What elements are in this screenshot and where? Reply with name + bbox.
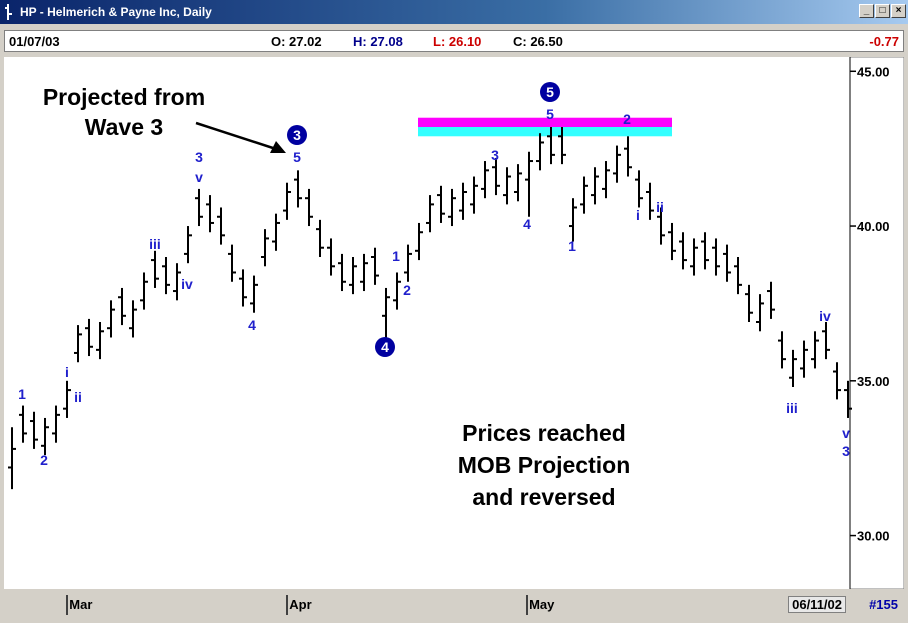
minimize-button[interactable]: _ <box>859 4 874 18</box>
wave-label: 1 <box>18 386 26 402</box>
x-tick-mark <box>526 595 529 615</box>
wave-label: i <box>65 364 69 380</box>
projection-zone <box>418 117 672 127</box>
wave-label: v <box>195 169 203 185</box>
wave-label: iii <box>786 400 798 416</box>
maximize-button[interactable]: □ <box>875 4 890 18</box>
x-tick-label: May <box>529 597 555 612</box>
wave-label: 2 <box>623 111 631 127</box>
wave-label: ii <box>656 199 664 215</box>
footer-date: 06/11/02 <box>788 596 846 613</box>
wave-label: 5 <box>546 106 554 122</box>
x-tick-label: Apr <box>289 597 312 612</box>
wave-circle <box>540 82 560 102</box>
footer-count: #155 <box>869 597 898 612</box>
date-axis-bar: 06/11/02 #155 Mar Apr May <box>4 593 904 617</box>
annotation-arrow <box>195 121 277 151</box>
window-buttons: _ □ × <box>859 4 906 18</box>
wave-label: 1 <box>568 238 576 254</box>
y-tick-label: 35.00 <box>857 374 890 389</box>
wave-label: ii <box>74 389 82 405</box>
info-close: C: 26.50 <box>513 34 563 49</box>
y-tick-label: 40.00 <box>857 219 890 234</box>
info-date: 01/07/03 <box>9 34 60 49</box>
app-icon <box>5 4 12 20</box>
title-bar: HP - Helmerich & Payne Inc, Daily _ □ × <box>0 0 908 24</box>
wave-label: 3 <box>293 127 301 143</box>
y-tick-label: 30.00 <box>857 529 890 544</box>
chart: 45.0040.0035.0030.0012iiiiiiiv3v43541234… <box>4 56 905 590</box>
wave-label: iv <box>181 276 193 292</box>
wave-label: iv <box>819 308 831 324</box>
x-tick-label: Mar <box>69 597 93 612</box>
wave-label: 1 <box>392 248 400 264</box>
info-bar: 01/07/03 O: 27.02 H: 27.08 L: 26.10 C: 2… <box>4 30 904 52</box>
x-tick-mark <box>286 595 289 615</box>
info-change: -0.77 <box>869 34 899 49</box>
wave-label: 2 <box>40 452 48 468</box>
annotation-text: Wave 3 <box>85 114 163 140</box>
wave-label: 3 <box>195 149 203 165</box>
info-high: H: 27.08 <box>353 34 403 49</box>
wave-circle <box>375 337 395 357</box>
window-title: HP - Helmerich & Payne Inc, Daily <box>20 5 212 19</box>
wave-label: 4 <box>381 339 389 355</box>
wave-label: 3 <box>491 147 499 163</box>
wave-label: 4 <box>248 317 256 333</box>
wave-label: iii <box>149 236 161 252</box>
x-tick-mark <box>66 595 69 615</box>
annotation-text: Prices reached <box>462 420 626 446</box>
annotation-text: and reversed <box>472 484 615 510</box>
wave-label: 5 <box>546 84 554 100</box>
annotation-text: MOB Projection <box>458 452 631 478</box>
plot-background <box>4 57 850 589</box>
wave-circle <box>287 125 307 145</box>
price-axis-panel <box>849 56 905 590</box>
wave-label: v <box>842 425 850 441</box>
info-low: L: 26.10 <box>433 34 482 49</box>
arrow-head <box>270 141 286 153</box>
close-button[interactable]: × <box>891 4 906 18</box>
projection-zone <box>418 127 672 137</box>
wave-label: 5 <box>293 149 301 165</box>
wave-label: 2 <box>403 282 411 298</box>
annotation-text: Projected from <box>43 84 205 110</box>
info-open: O: 27.02 <box>271 34 322 49</box>
y-tick-label: 45.00 <box>857 64 890 79</box>
chart-panel: 45.00 40.00 35.00 30.00 1 2 i ii iii iv 3 v 4 3 5 4 1 2 3 4… <box>4 56 905 590</box>
wave-label: i <box>636 207 640 223</box>
wave-label: 3 <box>842 443 850 459</box>
wave-label: 4 <box>523 216 531 232</box>
